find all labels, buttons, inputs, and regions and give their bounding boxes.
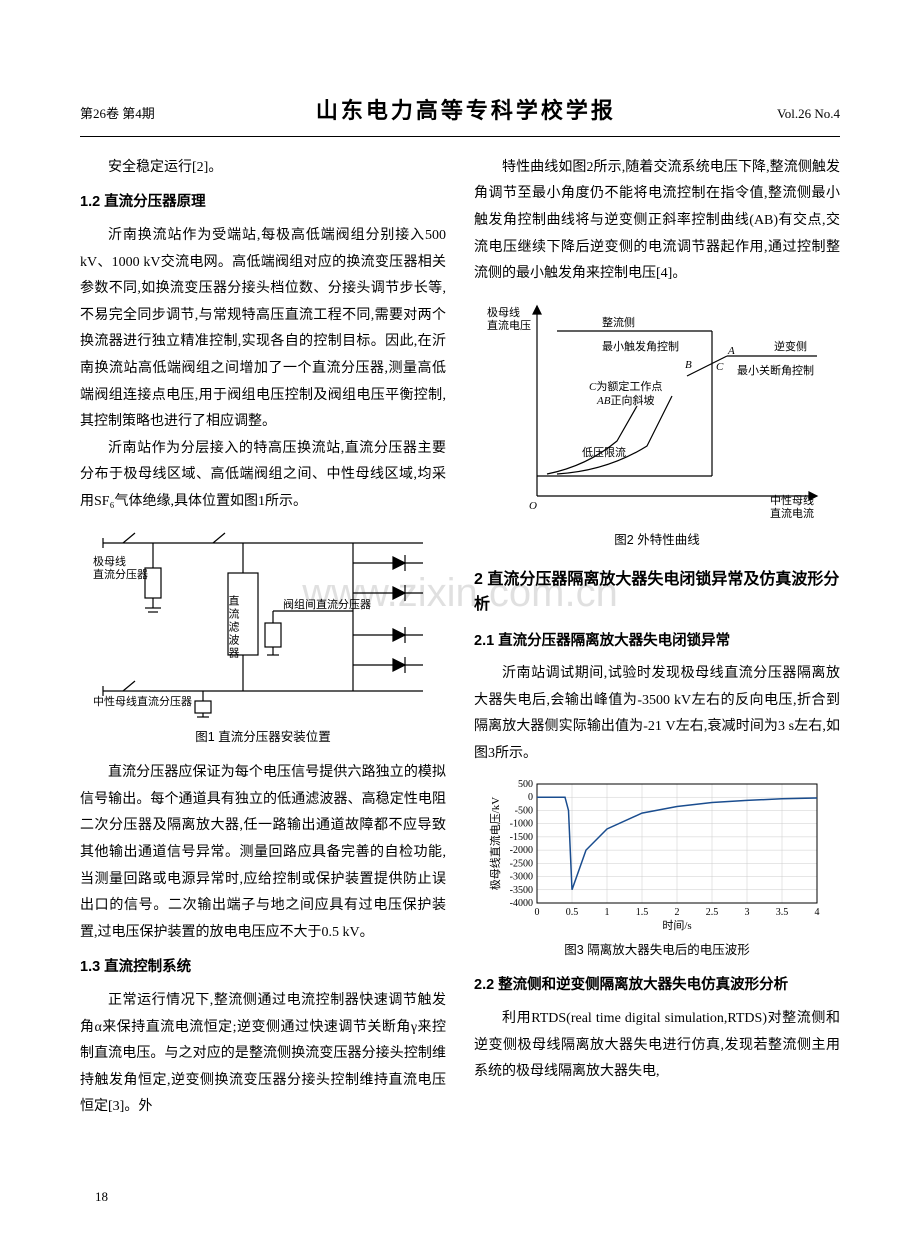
svg-text:-500: -500 <box>515 805 533 816</box>
header-vol-en: Vol.26 No.4 <box>777 102 840 127</box>
svg-text:直流分压器: 直流分压器 <box>93 567 148 581</box>
journal-title: 山东电力高等专科学校学报 <box>316 90 616 132</box>
paragraph: 安全稳定运行[2]。 <box>80 155 446 182</box>
right-column: 特性曲线如图2所示,随着交流系统电压下降,整流侧触发角调节至最小角度仍不能将电流… <box>474 155 840 1121</box>
svg-text:直流电流: 直流电流 <box>770 506 814 520</box>
left-column: 安全稳定运行[2]。 1.2 直流分压器原理 沂南换流站作为受端站,每极高低端阀… <box>80 155 446 1121</box>
paragraph: 沂南站调试期间,试验时发现极母线直流分压器隔离放大器失电后,会输出峰值为-350… <box>474 661 840 767</box>
svg-text:-3500: -3500 <box>510 884 533 895</box>
svg-text:最小关断角控制: 最小关断角控制 <box>737 363 814 377</box>
section-1-2: 1.2 直流分压器原理 <box>80 189 446 217</box>
figure-3-chart: 500 0 -500 -1000 -1500 -2000 -2500 -3000 -3500 -4… <box>487 776 827 931</box>
svg-text:500: 500 <box>518 779 533 790</box>
fig1-label-valve: 阀组间直流分压器 <box>283 597 371 611</box>
paragraph: 特性曲线如图2所示,随着交流系统电压下降,整流侧触发角调节至最小角度仍不能将电流… <box>474 155 840 288</box>
header-volume: 第26卷 第4期 <box>80 102 155 127</box>
svg-text:3.5: 3.5 <box>776 907 789 918</box>
section-1-3: 1.3 直流控制系统 <box>80 954 446 982</box>
section-2: 2 直流分压器隔离放大器失电闭锁异常及仿真波形分析 <box>474 567 840 618</box>
figure-1-circuit: 极母线 直流分压器 直流滤波器 阀组间直流分压器 中性母线直流分压器 <box>93 523 433 718</box>
section-2-2: 2.2 整流侧和逆变侧隔离放大器失电仿真波形分析 <box>474 972 840 1000</box>
svg-text:A: A <box>727 345 735 357</box>
figure-2-caption: 图2 外特性曲线 <box>474 529 840 553</box>
svg-text:3: 3 <box>745 907 750 918</box>
svg-text:2.5: 2.5 <box>706 907 719 918</box>
figure-3-caption: 图3 隔离放大器失电后的电压波形 <box>474 939 840 963</box>
svg-text:直流电压: 直流电压 <box>487 318 531 332</box>
svg-text:-2500: -2500 <box>510 858 533 869</box>
paragraph: 沂南换流站作为受端站,每极高低端阀组分别接入500 kV、1000 kV交流电网… <box>80 223 446 436</box>
paragraph: 沂南站作为分层接入的特高压换流站,直流分压器主要分布于极母线区域、高低端阀组之间… <box>80 436 446 516</box>
page-header: 第26卷 第4期 山东电力高等专科学校学报 Vol.26 No.4 <box>80 90 840 137</box>
svg-text:-1000: -1000 <box>510 818 533 829</box>
paragraph: 利用RTDS(real time digital simulation,RTDS… <box>474 1006 840 1086</box>
svg-text:最小触发角控制: 最小触发角控制 <box>602 339 679 353</box>
svg-text:低压限流: 低压限流 <box>582 445 626 459</box>
svg-text:4: 4 <box>815 907 820 918</box>
figure-2-curve: 极母线 直流电压 整流侧 最小触发角控制 A B C 逆变侧 最小关断角控制 C… <box>487 296 827 521</box>
svg-text:C为额定工作点: C为额定工作点 <box>589 379 662 393</box>
svg-text:中性母线: 中性母线 <box>770 493 814 507</box>
svg-text:1.5: 1.5 <box>636 907 649 918</box>
svg-text:1: 1 <box>605 907 610 918</box>
paragraph: 正常运行情况下,整流侧通过电流控制器快速调节触发角α来保持直流电流恒定;逆变侧通… <box>80 988 446 1121</box>
svg-text:-1500: -1500 <box>510 832 533 843</box>
svg-text:极母线直流电压/kV: 极母线直流电压/kV <box>488 796 502 890</box>
svg-text:2: 2 <box>675 907 680 918</box>
svg-text:整流侧: 整流侧 <box>602 315 635 329</box>
svg-text:逆变侧: 逆变侧 <box>774 339 807 353</box>
svg-text:0.5: 0.5 <box>566 907 579 918</box>
svg-text:0: 0 <box>528 792 533 803</box>
paragraph: 直流分压器应保证为每个电压信号提供六路独立的模拟信号输出。每个通道具有独立的低通… <box>80 760 446 946</box>
fig1-label-neutral: 中性母线直流分压器 <box>93 694 192 708</box>
page-number: 18 <box>95 1185 108 1210</box>
svg-text:AB正向斜坡: AB正向斜坡 <box>596 393 654 407</box>
two-column-layout: 安全稳定运行[2]。 1.2 直流分压器原理 沂南换流站作为受端站,每极高低端阀… <box>80 155 840 1121</box>
svg-text:B: B <box>685 359 692 371</box>
section-2-1: 2.1 直流分压器隔离放大器失电闭锁异常 <box>474 628 840 656</box>
figure-1-caption: 图1 直流分压器安装位置 <box>80 726 446 750</box>
svg-text:-3000: -3000 <box>510 871 533 882</box>
svg-text:O: O <box>529 500 537 512</box>
fig1-label-busbar: 极母线 <box>93 554 126 568</box>
svg-text:时间/s: 时间/s <box>662 919 691 931</box>
fig1-label-filter: 直流滤波器 <box>227 594 240 660</box>
svg-text:0: 0 <box>535 907 540 918</box>
svg-text:极母线: 极母线 <box>487 305 520 319</box>
svg-text:-4000: -4000 <box>510 898 533 909</box>
svg-text:C: C <box>716 361 724 373</box>
svg-text:-2000: -2000 <box>510 845 533 856</box>
